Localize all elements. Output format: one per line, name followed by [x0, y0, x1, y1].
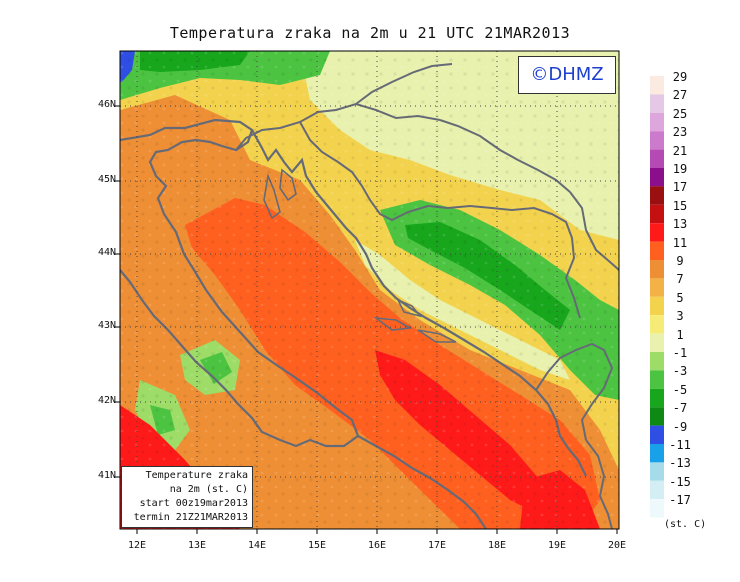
lon-label-14e: 14E — [247, 540, 267, 551]
legend-swatch — [650, 168, 664, 187]
legend-swatch — [650, 315, 664, 334]
lon-label-17e: 17E — [427, 540, 447, 551]
legend-label: 13 — [672, 217, 688, 232]
legend-colorbar — [650, 76, 664, 518]
legend-label: -5 — [672, 382, 688, 397]
legend-units: (st. C) — [664, 519, 707, 530]
legend-label: 1 — [676, 327, 684, 342]
legend-swatch — [650, 131, 664, 150]
legend-swatch — [650, 241, 664, 260]
lat-label-43n: 43N — [97, 320, 116, 331]
map-frame — [119, 50, 620, 530]
legend-label: -7 — [672, 401, 688, 416]
legend-swatch — [650, 260, 664, 279]
lon-label-20e: 20E — [607, 540, 627, 551]
field-texture — [120, 51, 619, 529]
lat-label-46n: 46N — [97, 99, 116, 110]
border-slovenia — [235, 102, 441, 151]
legend-swatch — [650, 186, 664, 205]
legend-label: -9 — [672, 419, 688, 434]
map-grid — [120, 51, 619, 529]
coastline-italy — [120, 118, 360, 448]
legend-swatch — [650, 352, 664, 371]
legend-label: 15 — [672, 198, 688, 213]
island-cres — [263, 173, 281, 220]
legend-label: -1 — [672, 346, 688, 360]
legend-swatch — [650, 480, 664, 500]
legend-label: 7 — [676, 272, 684, 287]
dhmz-logo: ©DHMZ — [518, 56, 616, 94]
info-box: Temperature zraka na 2m (st. C) start 00… — [121, 466, 253, 528]
legend-label: 11 — [672, 235, 688, 250]
coastline-gargano — [357, 435, 487, 529]
lon-label-19e: 19E — [547, 540, 567, 551]
info-line-variable: Temperature zraka — [145, 470, 248, 481]
legend-swatch — [650, 407, 664, 426]
legend-swatch — [650, 278, 664, 297]
legend-swatch — [650, 425, 664, 444]
legend-swatch — [650, 296, 664, 316]
lon-label-18e: 18E — [487, 540, 507, 551]
legend-swatch — [650, 462, 664, 481]
legend-label: 29 — [672, 70, 688, 84]
legend-label: 27 — [672, 88, 688, 103]
border-montenegro — [535, 342, 614, 441]
legend-swatch — [650, 388, 664, 408]
legend-label: 9 — [676, 254, 684, 268]
info-line-start: start 00z19mar2013 — [139, 498, 248, 509]
legend-swatch — [650, 370, 664, 389]
legend-label: 3 — [676, 309, 684, 324]
axis-ticks — [115, 105, 618, 534]
border-croatia-bosnia — [299, 121, 581, 319]
legend-swatch — [650, 333, 664, 352]
legend-swatch — [650, 94, 664, 113]
legend-swatch — [650, 149, 664, 168]
legend-label: 17 — [672, 180, 688, 195]
border-hungary — [355, 63, 453, 105]
legend-swatch — [650, 444, 664, 463]
coastline-balkan — [251, 129, 587, 477]
lat-label-41n: 41N — [97, 470, 116, 481]
legend-label: 25 — [672, 106, 688, 121]
legend-label: 23 — [672, 125, 688, 140]
info-line-termin: termin 21Z21MAR2013 — [133, 512, 248, 523]
legend-swatch — [650, 223, 664, 242]
legend-swatch — [650, 76, 664, 95]
island-dalmatia-3 — [396, 298, 423, 318]
legend-swatch — [650, 112, 664, 132]
legend-label: -3 — [672, 364, 688, 379]
border-serbia — [569, 191, 619, 271]
island-krk — [279, 168, 297, 202]
legend-swatch — [650, 204, 664, 224]
legend-swatch — [650, 499, 664, 518]
legend-label: 21 — [672, 143, 688, 158]
page-title: Temperatura zraka na 2m u 21 UTC 21MAR20… — [169, 24, 571, 42]
lat-label-45n: 45N — [97, 174, 116, 185]
legend-label: -11 — [669, 438, 691, 452]
island-dalmatia-1 — [373, 316, 413, 331]
lon-label-15e: 15E — [307, 540, 327, 551]
lon-label-12e: 12E — [127, 540, 147, 551]
lon-label-13e: 13E — [187, 540, 207, 551]
legend-label: -15 — [669, 474, 691, 489]
legend-label: -13 — [669, 456, 691, 471]
legend-label: -17 — [669, 493, 691, 508]
legend-label: 5 — [676, 290, 684, 305]
lat-label-44n: 44N — [97, 247, 116, 258]
lat-label-42n: 42N — [97, 395, 116, 406]
legend-label: 19 — [672, 162, 688, 176]
temperature-field — [120, 51, 619, 529]
border-croatia-north — [439, 119, 571, 193]
island-dalmatia-2 — [417, 329, 457, 343]
border-albania — [585, 439, 613, 529]
info-line-units: na 2m (st. C) — [169, 484, 248, 495]
lon-label-16e: 16E — [367, 540, 387, 551]
